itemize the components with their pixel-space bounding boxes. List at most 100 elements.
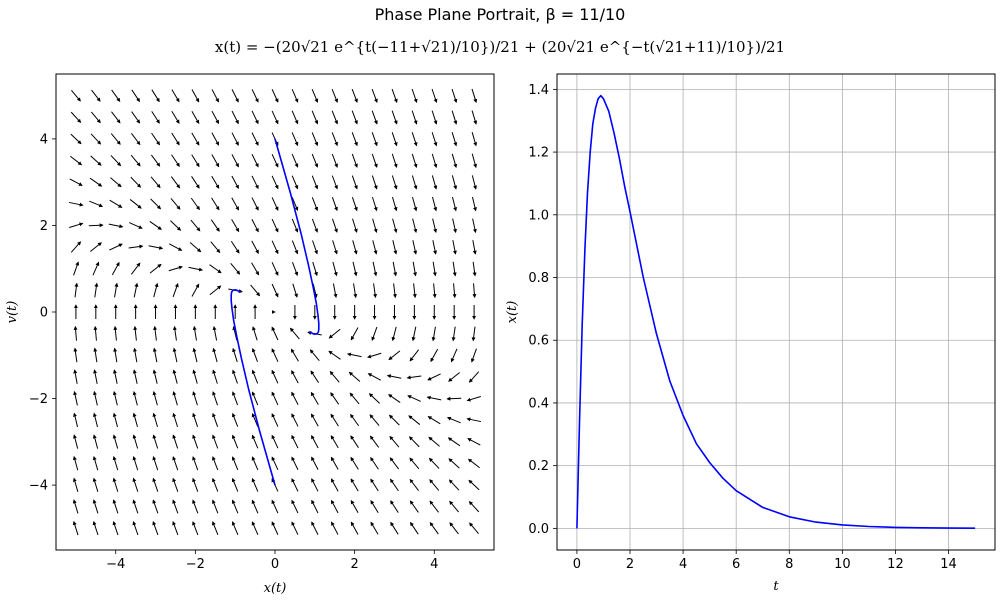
vector-arrow (371, 175, 378, 190)
vector-arrow (291, 175, 299, 190)
vector-arrow (149, 263, 162, 274)
vector-arrow (271, 521, 279, 535)
vector-arrow (152, 434, 159, 449)
vector-arrow (388, 414, 400, 426)
vector-arrow (471, 110, 478, 125)
vector-arrow (471, 175, 477, 190)
vector-arrow (372, 240, 378, 255)
vector-arrow (330, 499, 339, 514)
vector-arrow (330, 478, 339, 492)
vector-arrow (372, 261, 378, 277)
vector-arrow (371, 326, 378, 341)
vector-arrow (192, 434, 199, 449)
vector-arrow (190, 219, 201, 232)
x-tick-label: 0 (271, 557, 279, 572)
vector-arrow (250, 284, 261, 297)
vector-arrow (192, 521, 199, 536)
vector-arrow (472, 261, 477, 277)
vector-arrow (351, 153, 358, 168)
vector-arrow (88, 223, 104, 228)
vector-arrow (352, 240, 358, 255)
vector-arrow (432, 261, 437, 277)
vector-arrow (392, 218, 398, 233)
vector-arrow (290, 348, 299, 362)
vector-arrow (73, 325, 78, 341)
vector-arrow (271, 369, 279, 384)
vector-arrow (251, 154, 259, 168)
vector-arrow (73, 369, 78, 384)
vector-arrow (472, 283, 477, 299)
phase-plane-panel: −4 −2 0 2 4 −4 −2 0 2 4 x(t) v(t) (5, 73, 495, 596)
vector-arrow (311, 456, 319, 470)
vector-arrow (231, 434, 239, 449)
vector-arrow (131, 89, 140, 103)
vector-arrow (251, 477, 259, 492)
vector-arrow (311, 110, 319, 125)
vector-arrow (211, 175, 220, 189)
vector-arrow (470, 348, 477, 363)
vector-arrow (392, 261, 398, 277)
vector-arrow (271, 218, 279, 233)
vector-arrow (212, 456, 219, 471)
solution-curve (576, 94, 976, 530)
vector-arrow (212, 499, 219, 514)
vector-arrow (291, 499, 299, 514)
vector-arrow (133, 282, 139, 298)
vector-arrow (330, 413, 339, 427)
x-tick-label: 10 (834, 557, 851, 572)
vector-arrow (352, 218, 358, 233)
figure-subtitle: x(t) = −(20√21 e^{t(−11+√21)/10})/21 + (… (215, 38, 785, 56)
vector-arrow (451, 326, 456, 342)
vector-arrow (90, 155, 102, 166)
vector-arrow (251, 262, 260, 276)
x-tick-label: 12 (887, 557, 904, 572)
vector-arrow (471, 153, 478, 169)
vector-arrow (231, 219, 240, 233)
vector-arrow (110, 133, 121, 145)
vector-arrow (452, 283, 457, 299)
vector-arrow (271, 262, 279, 276)
vector-arrow (209, 264, 222, 274)
vector-arrow (451, 110, 458, 125)
vector-arrow (152, 347, 158, 363)
vector-arrow (252, 326, 258, 341)
vector-arrow (191, 176, 200, 189)
vector-arrow (271, 391, 279, 406)
vector-arrow (231, 477, 239, 492)
vector-arrow (451, 88, 458, 104)
vector-arrow (353, 283, 358, 299)
vector-arrow (251, 175, 259, 190)
vector-arrow (291, 240, 299, 255)
y-tick-label: 0.8 (528, 271, 549, 286)
vector-arrow (330, 456, 339, 470)
vector-arrow (431, 88, 438, 104)
vector-arrow (350, 521, 359, 535)
vector-arrow (468, 500, 480, 513)
vector-arrow (371, 110, 378, 125)
vector-arrow (129, 199, 142, 209)
vector-arrow (369, 435, 380, 448)
vector-arrow (389, 457, 400, 470)
vector-arrow (311, 132, 319, 147)
vector-arrow (332, 218, 338, 233)
vector-arrow (192, 477, 199, 492)
vector-arrow (232, 326, 238, 341)
vector-arrow (410, 521, 419, 535)
vector-arrow (310, 413, 319, 427)
vector-arrow (291, 132, 299, 147)
vector-arrow (148, 245, 164, 250)
vector-arrow (211, 197, 220, 211)
vector-arrow (452, 240, 457, 255)
vector-arrow (171, 132, 180, 146)
vector-arrow (271, 110, 279, 125)
vector-arrow (271, 434, 279, 449)
vector-arrow (408, 436, 420, 448)
vector-arrow (292, 261, 299, 277)
vector-arrow (332, 261, 338, 277)
vector-arrow (113, 369, 118, 384)
vector-arrow (291, 456, 299, 470)
vector-arrow (109, 199, 123, 208)
vector-arrow (391, 326, 397, 342)
vector-arrow (472, 218, 477, 234)
vector-arrow (431, 326, 436, 342)
